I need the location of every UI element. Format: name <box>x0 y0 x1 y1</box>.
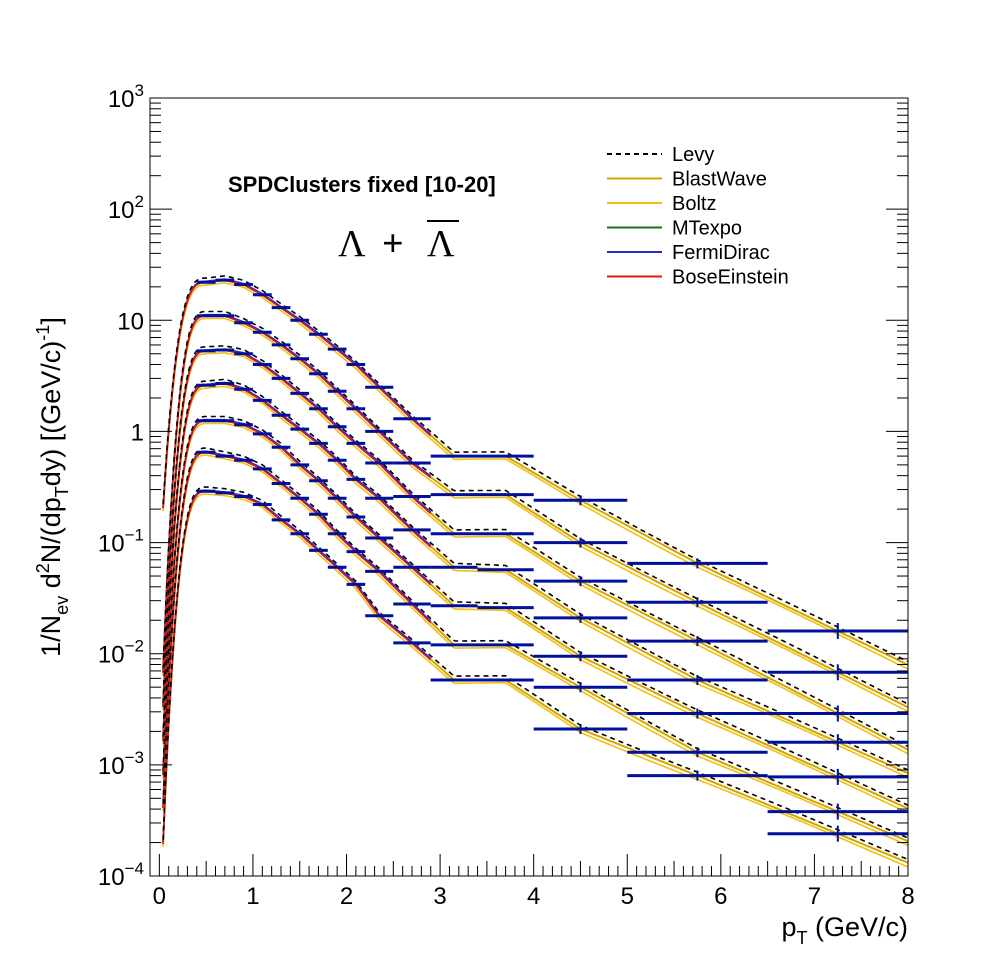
y-tick-label: 10−3 <box>98 748 144 780</box>
data-point <box>627 675 768 685</box>
data-point <box>767 825 908 842</box>
data-point <box>533 612 628 623</box>
particle-antilambda: Λ <box>427 223 455 265</box>
data-point <box>767 623 908 639</box>
data-point <box>627 770 768 781</box>
legend-label: Levy <box>672 144 714 166</box>
data-point <box>767 803 908 820</box>
data-point <box>767 734 908 751</box>
data-points <box>196 278 908 842</box>
legend-label: BlastWave <box>672 169 767 191</box>
legend-label: MTexpo <box>672 218 742 240</box>
x-axis: 0 1 2 3 4 5 6 7 8 <box>149 854 915 910</box>
x-tick-label: 1 <box>246 883 259 910</box>
particle-plus: + <box>382 223 404 265</box>
legend-entry: MTexpo <box>607 218 742 240</box>
data-point <box>627 558 768 569</box>
annotation-label: SPDClusters fixed [10-20] <box>228 172 496 197</box>
data-point <box>627 597 768 608</box>
y-tick-label: 102 <box>108 192 144 224</box>
legend-label: Boltz <box>672 193 716 215</box>
data-point <box>627 636 768 647</box>
fit-boltz-7 <box>162 493 909 868</box>
x-tick-label: 8 <box>901 883 914 910</box>
data-point <box>533 724 628 734</box>
fit-boltz-6 <box>162 454 909 847</box>
fit-boltz-2 <box>162 317 909 713</box>
data-point <box>767 705 908 722</box>
legend-label: BoseEinstein <box>672 267 789 289</box>
x-tick-label: 4 <box>527 883 540 910</box>
legend-entry: Boltz <box>607 193 716 215</box>
data-point <box>533 576 628 587</box>
legend-entry: BoseEinstein <box>607 267 789 289</box>
y-tick-label: 103 <box>108 81 144 113</box>
y-tick-label: 10 <box>117 308 144 335</box>
fit-levy-2 <box>162 310 909 705</box>
y-tick-label: 10−4 <box>98 859 144 891</box>
legend-entry: BlastWave <box>607 169 767 191</box>
fit-boltz-4 <box>162 385 909 779</box>
data-point <box>533 651 628 662</box>
fit-boltz-3 <box>162 351 909 755</box>
y-axis-title: 1/Nev d2N/(dpTdy) [(GeV/c)-1] <box>33 317 72 657</box>
x-tick-label: 0 <box>153 883 166 910</box>
x-tick-label: 2 <box>340 883 353 910</box>
plot-frame <box>149 97 909 877</box>
fit-boltz-1 <box>162 282 909 670</box>
fit-levy-5 <box>162 415 909 807</box>
x-tick-label: 5 <box>621 883 634 910</box>
data-point <box>533 682 628 693</box>
data-point <box>627 708 768 719</box>
fit-levy-3 <box>162 344 909 748</box>
y-tick-label: 10−2 <box>98 637 144 669</box>
legend-entry: Levy <box>607 144 714 166</box>
particle-lambda: Λ <box>338 223 366 265</box>
data-point <box>533 537 628 548</box>
legend-label: FermiDirac <box>672 242 770 264</box>
x-tick-label: 6 <box>714 883 727 910</box>
data-point <box>533 495 628 506</box>
data-point <box>767 664 908 681</box>
x-tick-label: 3 <box>433 883 446 910</box>
data-point <box>767 768 908 785</box>
y-tick-label: 10−1 <box>98 526 144 558</box>
fit-boltz-5 <box>162 422 909 814</box>
data-point <box>627 747 768 758</box>
x-axis-title-sub: T <box>796 928 807 948</box>
legend-entry: FermiDirac <box>607 242 770 264</box>
y-tick-label: 1 <box>131 419 144 446</box>
particle-label: Λ + Λ <box>338 220 459 265</box>
x-tick-label: 7 <box>808 883 821 910</box>
